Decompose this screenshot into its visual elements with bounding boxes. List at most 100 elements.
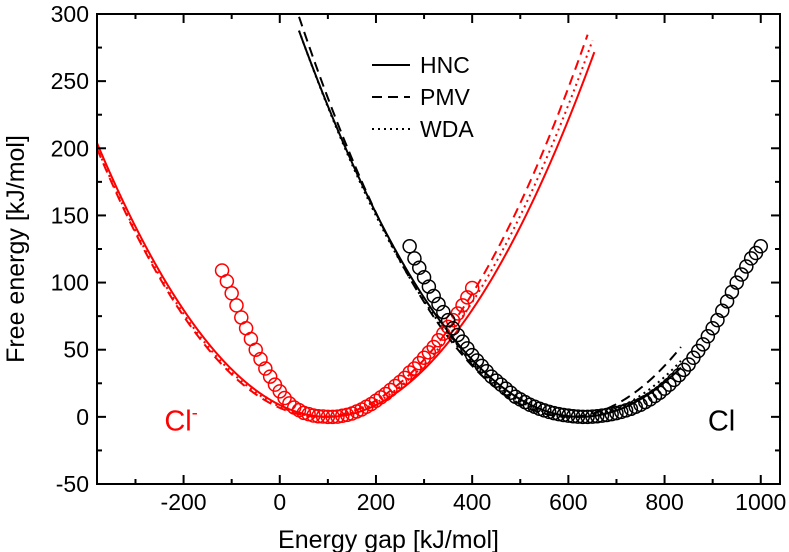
legend-label-wda: WDA	[420, 116, 474, 142]
y-tick-label: 200	[51, 135, 89, 161]
cl-simulation-point	[421, 279, 437, 294]
cl-simulation-point	[705, 320, 720, 336]
cl-simulation-point	[474, 358, 490, 374]
cl-simulation-point	[676, 362, 692, 378]
y-tick-label: 150	[51, 202, 89, 228]
cl-simulation-point	[565, 408, 581, 424]
cl-simulation-point	[585, 409, 600, 424]
cl-simulation-point	[315, 409, 331, 424]
x-tick-label: -200	[161, 489, 207, 515]
y-axis-title: Free energy [kJ/mol]	[2, 135, 30, 363]
y-tick-label: 250	[51, 68, 89, 94]
cl-simulation-point	[421, 345, 437, 360]
cl-simulation-point	[460, 290, 475, 305]
cl-simulation-point	[599, 407, 615, 423]
cl-simulation-point	[589, 408, 605, 424]
cl-simulation-point	[455, 298, 470, 313]
cl-simulation-point	[657, 381, 672, 396]
cl-simulation-point	[436, 304, 451, 320]
cl-simulation-point	[407, 361, 422, 376]
cl-simulation-point	[729, 275, 744, 290]
cl-simulation-point	[575, 409, 591, 425]
x-tick-label: 0	[273, 489, 286, 515]
cl-simulation-point	[671, 367, 687, 383]
cl-simulation-point	[710, 312, 725, 328]
cl-simulation-point	[219, 273, 235, 289]
x-tick-label: 600	[549, 489, 587, 515]
cl-simulation-point	[743, 251, 759, 266]
cl-simulation-point	[580, 409, 595, 425]
cl-simulation-point	[320, 409, 336, 425]
cl-simulation-point	[719, 294, 735, 309]
y-tick-label: 100	[51, 270, 89, 296]
cl-simulation-point	[330, 409, 345, 424]
cl-simulation-point	[440, 312, 456, 328]
cl-simulation-point	[450, 306, 465, 321]
cl-simulation-point	[570, 409, 586, 424]
y-tick-label: 50	[63, 337, 89, 363]
cl-simulation-point	[229, 298, 244, 313]
series-line-cl-pmv	[97, 34, 589, 418]
cl-simulation-point	[335, 408, 350, 424]
species-label-cl-minus: Cl-	[164, 402, 197, 437]
cl-simulation-point	[642, 392, 658, 407]
cl-simulation-point	[488, 373, 504, 388]
cl-simulation-point	[392, 374, 408, 390]
legend-label-hnc: HNC	[420, 52, 470, 78]
cl-simulation-point	[325, 409, 340, 425]
cl-simulation-point	[416, 269, 432, 285]
cl-simulation-point	[503, 385, 518, 400]
cl-simulation-point	[258, 361, 273, 376]
cl-simulation-point	[493, 377, 509, 392]
cl-simulation-point	[262, 369, 278, 384]
legend-label-pmv: PMV	[420, 84, 471, 110]
cl-simulation-point	[666, 372, 682, 388]
cl-simulation-point	[546, 405, 562, 421]
cl-simulation-point	[498, 381, 514, 396]
cl-simulation-point	[700, 329, 716, 344]
cl-simulation-point	[464, 280, 480, 296]
plot-content	[97, 16, 769, 425]
series-line-cl-hnc	[298, 30, 682, 418]
legend: HNC PMV WDA	[372, 52, 474, 142]
cl-simulation-point	[412, 355, 427, 371]
cl-simulation-point	[416, 350, 432, 366]
cl-simulation-point	[383, 382, 398, 398]
cl-simulation-point	[464, 347, 480, 363]
x-tick-label: 1000	[735, 489, 786, 515]
cl-simulation-point	[378, 386, 393, 402]
cl-simulation-point	[604, 406, 619, 422]
cl-simulation-point	[402, 365, 417, 380]
series-line-cl-pmv	[298, 16, 682, 418]
cl-simulation-point	[551, 406, 566, 422]
cl-simulation-point	[479, 363, 494, 379]
cl-simulation-point	[652, 385, 667, 400]
series-line-cl-hnc	[97, 51, 596, 418]
cl-simulation-point	[248, 342, 263, 357]
cl-simulation-point	[695, 337, 711, 352]
cl-simulation-point	[469, 353, 485, 368]
cl-simulation-point	[277, 390, 292, 406]
series-line-cl-wda	[97, 40, 594, 418]
cl-simulation-point	[306, 408, 321, 423]
x-axis-title: Energy gap [kJ/mol]	[278, 526, 499, 552]
cl-simulation-point	[561, 408, 576, 423]
cl-simulation-point	[311, 408, 326, 424]
cl-simulation-point	[368, 393, 384, 408]
species-label-cl: Cl	[708, 405, 735, 437]
species-label-superscript: -	[192, 402, 198, 422]
cl-simulation-point	[373, 390, 389, 405]
x-tick-label: 400	[453, 489, 491, 515]
cl-simulation-point	[402, 239, 417, 254]
y-tick-label: 300	[51, 1, 89, 27]
cl-simulation-point	[426, 288, 441, 304]
cl-simulation-point	[753, 239, 769, 254]
cl-simulation-point	[431, 296, 446, 312]
cl-simulation-point	[397, 370, 413, 386]
series-line-cl-wda	[298, 30, 682, 418]
cl-simulation-point	[363, 396, 379, 412]
x-tick-label: 800	[645, 489, 683, 515]
cl-simulation-point	[224, 286, 239, 301]
